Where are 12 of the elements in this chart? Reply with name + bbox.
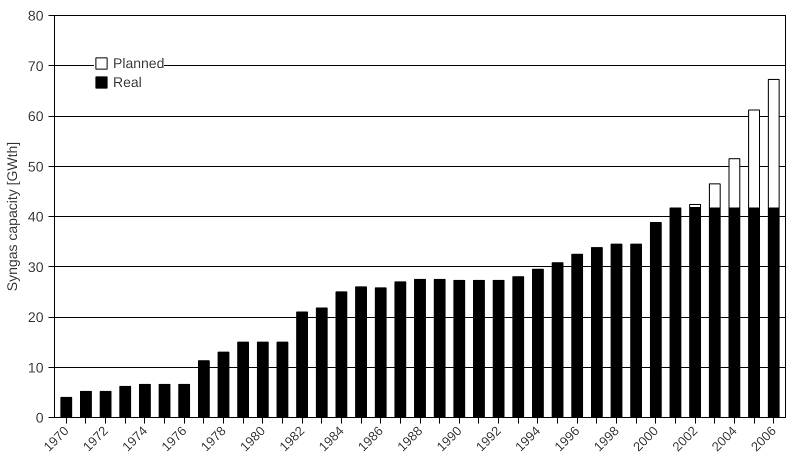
y-axis-title: Syngas capacity [GWth] (4, 142, 20, 292)
y-tick-label: 80 (28, 8, 44, 24)
y-tick-label: 40 (28, 208, 44, 224)
legend-label: Planned (113, 55, 164, 71)
y-tick-label: 50 (28, 158, 44, 174)
y-tick-label: 20 (28, 309, 44, 325)
y-tick-label: 10 (28, 359, 44, 376)
legend-label: Real (113, 74, 142, 90)
y-tick-label: 0 (36, 410, 44, 426)
y-tick-label: 30 (28, 258, 44, 275)
y-tick-label: 60 (28, 108, 44, 124)
y-tick-label: 70 (28, 58, 44, 74)
